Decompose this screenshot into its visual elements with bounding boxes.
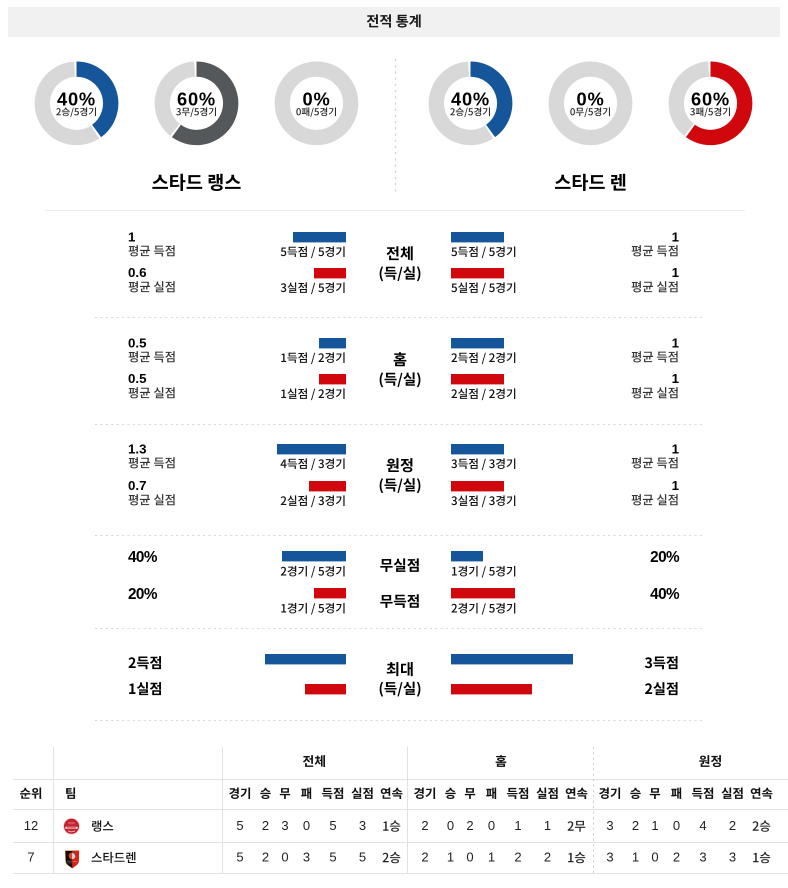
- svg-text:1.3: 1.3: [128, 441, 147, 456]
- svg-text:3: 3: [606, 818, 613, 833]
- svg-text:2: 2: [673, 850, 680, 865]
- svg-text:5: 5: [329, 850, 336, 865]
- svg-text:1: 1: [128, 229, 136, 244]
- svg-text:1: 1: [672, 335, 680, 350]
- svg-text:0: 0: [488, 818, 495, 833]
- svg-text:5: 5: [359, 850, 366, 865]
- svg-text:2: 2: [466, 818, 473, 833]
- svg-text:2: 2: [729, 818, 736, 833]
- svg-text:4: 4: [699, 818, 706, 833]
- svg-text:1: 1: [632, 850, 639, 865]
- svg-text:1: 1: [488, 850, 495, 865]
- svg-text:2: 2: [632, 818, 639, 833]
- svg-text:3: 3: [606, 850, 613, 865]
- svg-text:3: 3: [729, 850, 736, 865]
- svg-text:12: 12: [24, 818, 38, 833]
- svg-text:1: 1: [514, 818, 521, 833]
- svg-text:1: 1: [672, 371, 680, 386]
- svg-text:0: 0: [303, 818, 310, 833]
- svg-text:60%: 60%: [177, 88, 216, 109]
- svg-text:0%: 0%: [576, 88, 604, 109]
- svg-text:5: 5: [329, 818, 336, 833]
- svg-text:1: 1: [672, 441, 680, 456]
- svg-text:0%: 0%: [302, 88, 330, 109]
- svg-text:3: 3: [303, 850, 310, 865]
- svg-text:1: 1: [651, 818, 658, 833]
- svg-text:0: 0: [466, 850, 473, 865]
- svg-text:1: 1: [672, 265, 680, 280]
- svg-text:7: 7: [27, 850, 34, 865]
- svg-text:20%: 20%: [650, 549, 680, 566]
- svg-text:2: 2: [544, 850, 551, 865]
- svg-text:0: 0: [281, 850, 288, 865]
- svg-text:1: 1: [672, 478, 680, 493]
- svg-text:0: 0: [673, 818, 680, 833]
- svg-text:5: 5: [236, 818, 243, 833]
- svg-text:3: 3: [281, 818, 288, 833]
- svg-text:3: 3: [359, 818, 366, 833]
- svg-text:40%: 40%: [57, 88, 96, 109]
- svg-text:0.7: 0.7: [128, 478, 147, 493]
- svg-text:1: 1: [447, 850, 454, 865]
- svg-text:3: 3: [699, 850, 706, 865]
- svg-text:40%: 40%: [650, 586, 680, 603]
- svg-text:2: 2: [262, 818, 269, 833]
- svg-text:1: 1: [672, 229, 680, 244]
- svg-text:60%: 60%: [691, 88, 730, 109]
- svg-text:2: 2: [421, 818, 428, 833]
- svg-text:20%: 20%: [128, 586, 158, 603]
- svg-text:0.5: 0.5: [128, 371, 147, 386]
- svg-text:5: 5: [236, 850, 243, 865]
- svg-text:2: 2: [262, 850, 269, 865]
- svg-text:0.6: 0.6: [128, 265, 147, 280]
- svg-text:0: 0: [447, 818, 454, 833]
- svg-text:2: 2: [514, 850, 521, 865]
- svg-text:2: 2: [421, 850, 428, 865]
- svg-text:0: 0: [651, 850, 658, 865]
- svg-text:40%: 40%: [451, 88, 490, 109]
- svg-text:1: 1: [544, 818, 551, 833]
- svg-text:0.5: 0.5: [128, 335, 147, 350]
- svg-text:40%: 40%: [128, 549, 158, 566]
